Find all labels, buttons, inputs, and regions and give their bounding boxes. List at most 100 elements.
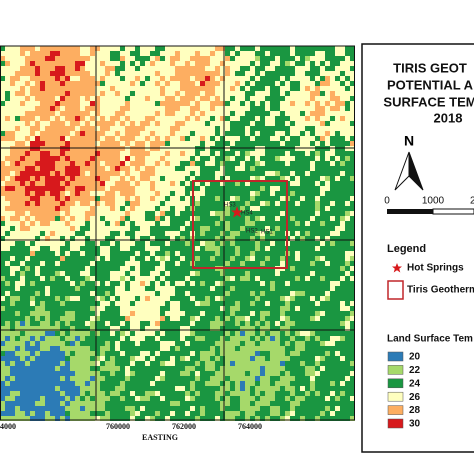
raster-cell	[290, 321, 295, 326]
raster-cell	[130, 321, 135, 326]
raster-cell	[175, 201, 180, 206]
raster-cell	[335, 371, 340, 376]
raster-cell	[85, 116, 90, 121]
raster-cell	[20, 231, 25, 236]
raster-cell	[280, 381, 285, 386]
raster-cell	[295, 226, 300, 231]
raster-cell	[345, 226, 350, 231]
raster-cell	[10, 296, 15, 301]
raster-cell	[30, 166, 35, 171]
raster-cell	[290, 226, 295, 231]
raster-cell	[240, 306, 245, 311]
raster-cell	[195, 96, 200, 101]
raster-cell	[175, 326, 180, 331]
raster-cell	[110, 271, 115, 276]
raster-cell	[125, 81, 130, 86]
raster-cell	[240, 216, 245, 221]
raster-cell	[5, 386, 10, 391]
raster-cell	[245, 216, 250, 221]
raster-cell	[70, 186, 75, 191]
raster-cell	[340, 271, 345, 276]
raster-cell	[245, 306, 250, 311]
raster-cell	[300, 186, 305, 191]
raster-cell	[275, 116, 280, 121]
raster-cell	[110, 316, 115, 321]
raster-cell	[130, 271, 135, 276]
raster-cell	[250, 236, 255, 241]
raster-cell	[215, 131, 220, 136]
raster-cell	[140, 311, 145, 316]
raster-cell	[180, 111, 185, 116]
raster-cell	[315, 266, 320, 271]
raster-cell	[280, 231, 285, 236]
raster-cell	[325, 216, 330, 221]
raster-cell	[135, 306, 140, 311]
raster-cell	[325, 51, 330, 56]
raster-cell	[245, 376, 250, 381]
raster-cell	[245, 281, 250, 286]
raster-cell	[265, 66, 270, 71]
raster-cell	[245, 86, 250, 91]
raster-cell	[85, 326, 90, 331]
raster-cell	[115, 301, 120, 306]
raster-cell	[10, 201, 15, 206]
raster-cell	[270, 151, 275, 156]
raster-cell	[270, 46, 275, 51]
raster-cell	[215, 126, 220, 131]
raster-cell	[260, 66, 265, 71]
raster-cell	[185, 51, 190, 56]
raster-cell	[225, 386, 230, 391]
raster-cell	[195, 76, 200, 81]
raster-cell	[320, 141, 325, 146]
raster-cell	[125, 226, 130, 231]
raster-cell	[140, 211, 145, 216]
raster-cell	[165, 271, 170, 276]
raster-cell	[260, 296, 265, 301]
raster-cell	[260, 301, 265, 306]
raster-cell	[110, 111, 115, 116]
raster-cell	[90, 366, 95, 371]
raster-cell	[325, 241, 330, 246]
raster-cell	[275, 216, 280, 221]
raster-cell	[60, 386, 65, 391]
raster-cell	[130, 301, 135, 306]
raster-cell	[95, 66, 100, 71]
raster-cell	[160, 311, 165, 316]
raster-cell	[200, 271, 205, 276]
raster-cell	[215, 211, 220, 216]
raster-cell	[60, 381, 65, 386]
raster-cell	[275, 361, 280, 366]
raster-cell	[315, 131, 320, 136]
raster-cell	[170, 286, 175, 291]
raster-cell	[155, 336, 160, 341]
raster-cell	[180, 301, 185, 306]
raster-cell	[120, 256, 125, 261]
raster-cell	[310, 261, 315, 266]
raster-cell	[115, 91, 120, 96]
raster-cell	[155, 256, 160, 261]
raster-cell	[195, 91, 200, 96]
raster-cell	[260, 381, 265, 386]
raster-cell	[345, 61, 350, 66]
raster-cell	[155, 261, 160, 266]
raster-cell	[155, 326, 160, 331]
raster-cell	[195, 251, 200, 256]
raster-cell	[290, 66, 295, 71]
raster-cell	[30, 176, 35, 181]
raster-cell	[170, 296, 175, 301]
raster-cell	[125, 121, 130, 126]
raster-cell	[185, 201, 190, 206]
raster-cell	[10, 396, 15, 401]
raster-cell	[100, 121, 105, 126]
raster-cell	[105, 61, 110, 66]
raster-cell	[335, 366, 340, 371]
raster-cell	[155, 151, 160, 156]
raster-cell	[215, 216, 220, 221]
raster-cell	[290, 376, 295, 381]
raster-cell	[195, 376, 200, 381]
raster-cell	[160, 276, 165, 281]
raster-cell	[250, 216, 255, 221]
raster-cell	[305, 366, 310, 371]
raster-cell	[205, 111, 210, 116]
raster-cell	[120, 61, 125, 66]
